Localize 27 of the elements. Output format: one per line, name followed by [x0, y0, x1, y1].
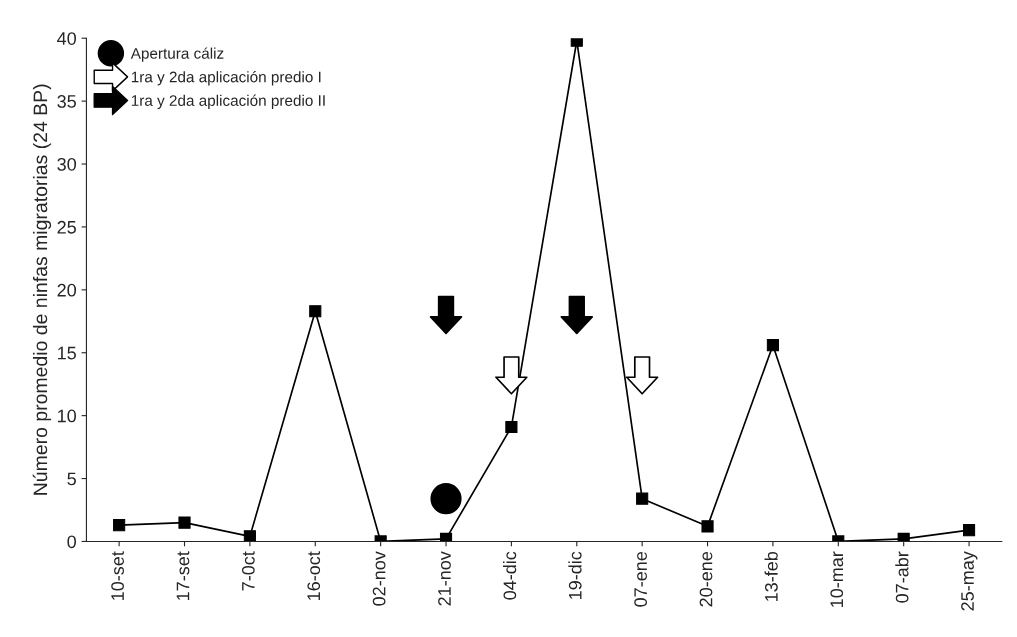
x-tick-label: 20-ene: [699, 551, 713, 607]
y-tick-label: 35: [57, 95, 76, 108]
legend-label: 1ra y 2da aplicación predio II: [131, 94, 325, 109]
legend-label: 1ra y 2da aplicación predio I: [131, 70, 321, 86]
y-tick-label: 15: [58, 346, 76, 360]
y-tick-label: 10: [58, 409, 77, 423]
y-tick-label: 25: [57, 220, 76, 234]
x-tick-label: 21-nov: [438, 551, 451, 606]
x-tick-label: 02-nov: [372, 551, 386, 606]
x-tick-label: 07-ene: [634, 551, 648, 607]
x-tick-label: 7-0ct: [241, 551, 255, 591]
y-tick-label: 0: [67, 535, 77, 549]
legend-label: Apertura cáliz: [130, 47, 224, 62]
x-tick-label: 17-set: [176, 551, 190, 600]
x-tick-label: 04-dic: [502, 551, 517, 600]
y-tick-label: 20: [57, 283, 77, 297]
y-tick-label: 40: [57, 32, 77, 45]
x-tick-label: 25-may: [961, 551, 978, 611]
x-tick-label: 07-abr: [895, 551, 909, 603]
x-tick-label: 19-dic: [568, 551, 582, 599]
x-tick-label: 16-oct: [307, 551, 321, 600]
x-tick-label: 10-mar: [830, 551, 844, 607]
x-tick-label: 10-set: [111, 551, 124, 600]
x-tick-label: 13-feb: [764, 551, 778, 601]
y-axis-title: Número promedio de ninfas migratorias (24 BP): [32, 84, 52, 495]
y-tick-label: 5: [67, 472, 76, 486]
y-tick-label: 30: [57, 157, 77, 171]
